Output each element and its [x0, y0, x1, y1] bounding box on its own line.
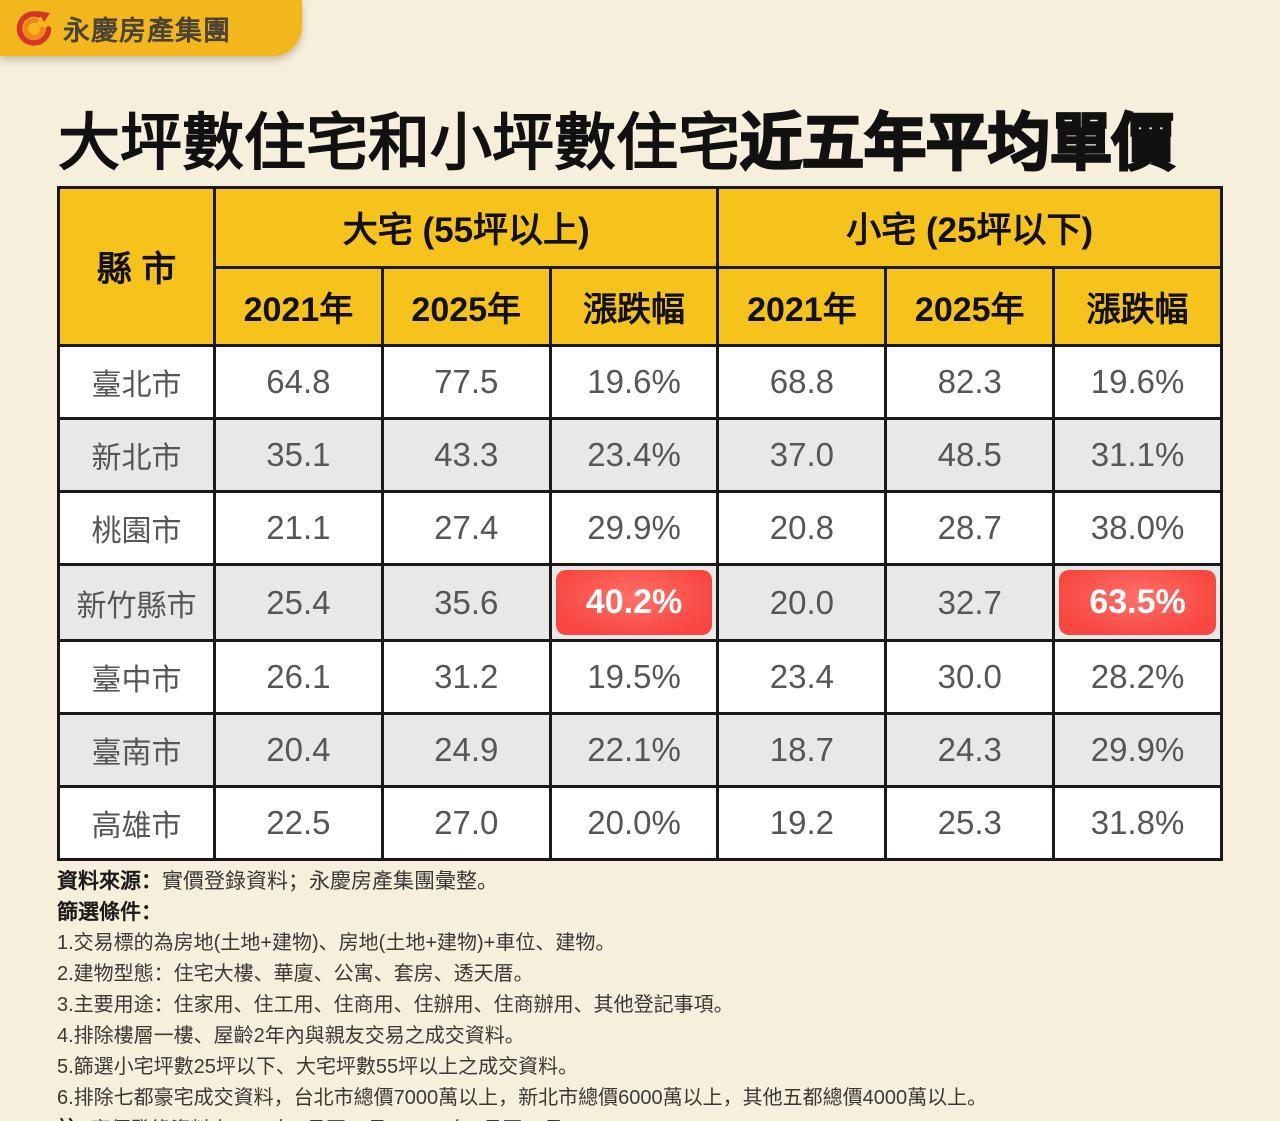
table-row-taoyuan: 桃園市 21.1 27.4 29.9% 20.8 28.7 38.0%	[57, 490, 1223, 566]
small-2021-header: 2021年	[716, 266, 888, 347]
filter-item-2: 2.建物型態：住宅大樓、華廈、公寓、套房、透天厝。	[57, 963, 534, 985]
footnotes: 資料來源：實價登錄資料；永慶房產集團彙整。 篩選條件： 1.交易標的為房地(土地…	[57, 866, 1227, 1121]
city-cell: 新竹縣市	[57, 563, 216, 642]
value-cell: 21.1	[213, 490, 384, 566]
value-cell: 31.2	[380, 639, 552, 715]
brand-logo-text: 永慶房產集團	[63, 15, 231, 46]
value-cell: 32.7	[884, 563, 1056, 642]
value-cell: 26.1	[213, 639, 384, 715]
page-title: 大坪數住宅和小坪數住宅近五年平均單價	[58, 92, 1228, 182]
city-cell: 臺南市	[57, 712, 216, 788]
small-2025-header: 2025年	[884, 266, 1056, 347]
filter-conditions-label-line: 篩選條件：	[57, 897, 1227, 928]
value-cell: 35.1	[213, 417, 384, 493]
value-cell: 35.6	[380, 563, 552, 642]
big-2025-header: 2025年	[380, 266, 552, 347]
big-2021-header: 2021年	[213, 266, 384, 347]
city-cell: 新北市	[57, 417, 216, 493]
data-source-label: 資料來源：	[57, 870, 162, 893]
value-cell: 18.7	[716, 712, 888, 788]
change-cell: 28.2%	[1052, 639, 1223, 715]
filter-item-5: 5.篩選小宅坪數25坪以下、大宅坪數55坪以上之成交資料。	[57, 1056, 579, 1078]
value-cell: 48.5	[884, 417, 1056, 493]
value-cell: 23.4	[716, 639, 888, 715]
city-cell: 高雄市	[57, 785, 216, 861]
change-cell: 38.0%	[1052, 490, 1223, 566]
note-line: 註: 實價登錄資料自2021年1月至11月；2025年1月至11月。	[57, 1114, 1227, 1121]
county-city-header: 縣 市	[57, 186, 216, 347]
value-cell: 64.8	[213, 344, 384, 420]
table-row-taipei: 臺北市 64.8 77.5 19.6% 68.8 82.3 19.6%	[57, 344, 1223, 420]
change-cell: 31.8%	[1052, 785, 1223, 861]
value-cell: 22.5	[213, 785, 384, 861]
value-cell: 30.0	[884, 639, 1056, 715]
title-part2: 近五年平均單價	[739, 108, 1176, 180]
table-row-kaohsiung: 高雄市 22.5 27.0 20.0% 19.2 25.3 31.8%	[57, 785, 1223, 861]
filter-item-3: 3.主要用途：住家用、住工用、住商用、住辦用、住商辦用、其他登記事項。	[57, 994, 734, 1016]
value-cell: 25.3	[884, 785, 1056, 861]
table-row-hsinchu: 新竹縣市 25.4 35.6 40.2% 20.0 32.7 63.5%	[57, 563, 1223, 642]
value-cell: 25.4	[213, 563, 384, 642]
big-house-group-header: 大宅 (55坪以上)	[212, 186, 720, 269]
year-header-row: 2021年 2025年 漲跌幅 2021年 2025年 漲跌幅	[59, 266, 1223, 347]
value-cell: 82.3	[884, 344, 1056, 420]
note-label: 註:	[57, 1118, 85, 1121]
small-house-group-header: 小宅 (25坪以下)	[716, 186, 1223, 269]
city-cell: 臺北市	[57, 344, 216, 420]
city-cell: 臺中市	[57, 639, 216, 715]
table-row-newtaipei: 新北市 35.1 43.3 23.4% 37.0 48.5 31.1%	[57, 417, 1223, 493]
group-header-row: 縣 市 大宅 (55坪以上) 小宅 (25坪以下)	[57, 186, 1223, 347]
value-cell: 37.0	[716, 417, 888, 493]
value-cell: 28.7	[884, 490, 1056, 566]
table-row-tainan: 臺南市 20.4 24.9 22.1% 18.7 24.3 29.9%	[57, 712, 1223, 788]
note-text: 實價登錄資料自2021年1月至11月；2025年1月至11月。	[91, 1119, 584, 1121]
value-cell: 27.0	[380, 785, 552, 861]
change-cell: 19.6%	[548, 344, 720, 420]
change-cell: 23.4%	[548, 417, 720, 493]
highlight-pill: 40.2%	[555, 570, 713, 635]
change-cell-highlighted: 40.2%	[548, 563, 720, 642]
price-table: 縣 市 大宅 (55坪以上) 小宅 (25坪以下) 2021年 2025年 漲跌…	[57, 186, 1223, 861]
small-change-header: 漲跌幅	[1052, 266, 1223, 347]
filter-item-4: 4.排除樓層一樓、屋齡2年內與親友交易之成交資料。	[57, 1025, 525, 1047]
change-cell: 31.1%	[1052, 417, 1223, 493]
filter-item-1: 1.交易標的為房地(土地+建物)、房地(土地+建物)+車位、建物。	[57, 932, 616, 954]
change-cell: 22.1%	[548, 712, 720, 788]
yongqing-logo-icon	[14, 8, 54, 48]
value-cell: 77.5	[380, 344, 552, 420]
change-cell-highlighted: 63.5%	[1052, 563, 1223, 642]
city-cell: 桃園市	[57, 490, 216, 566]
title-part1: 大坪數住宅和小坪數住宅	[58, 109, 741, 178]
filter-conditions-label: 篩選條件：	[57, 901, 162, 924]
table-row-taichung: 臺中市 26.1 31.2 19.5% 23.4 30.0 28.2%	[57, 639, 1223, 715]
change-cell: 29.9%	[548, 490, 720, 566]
value-cell: 19.2	[716, 785, 888, 861]
brand-badge: 永慶房產集團	[0, 0, 302, 56]
highlight-pill: 63.5%	[1059, 570, 1216, 635]
data-source-text: 實價登錄資料；永慶房產集團彙整。	[162, 870, 498, 893]
value-cell: 27.4	[380, 490, 552, 566]
value-cell: 20.0	[716, 563, 888, 642]
change-cell: 20.0%	[548, 785, 720, 861]
change-cell: 19.5%	[548, 639, 720, 715]
big-change-header: 漲跌幅	[548, 266, 720, 347]
value-cell: 43.3	[380, 417, 552, 493]
change-cell: 19.6%	[1052, 344, 1223, 420]
change-cell: 29.9%	[1052, 712, 1223, 788]
value-cell: 20.8	[716, 490, 888, 566]
value-cell: 24.3	[884, 712, 1056, 788]
data-source-line: 資料來源：實價登錄資料；永慶房產集團彙整。	[57, 866, 1227, 897]
value-cell: 20.4	[213, 712, 384, 788]
filter-item-6: 6.排除七都豪宅成交資料，台北市總價7000萬以上，新北市總價6000萬以上，其…	[57, 1087, 988, 1109]
value-cell: 68.8	[716, 344, 888, 420]
value-cell: 24.9	[380, 712, 552, 788]
